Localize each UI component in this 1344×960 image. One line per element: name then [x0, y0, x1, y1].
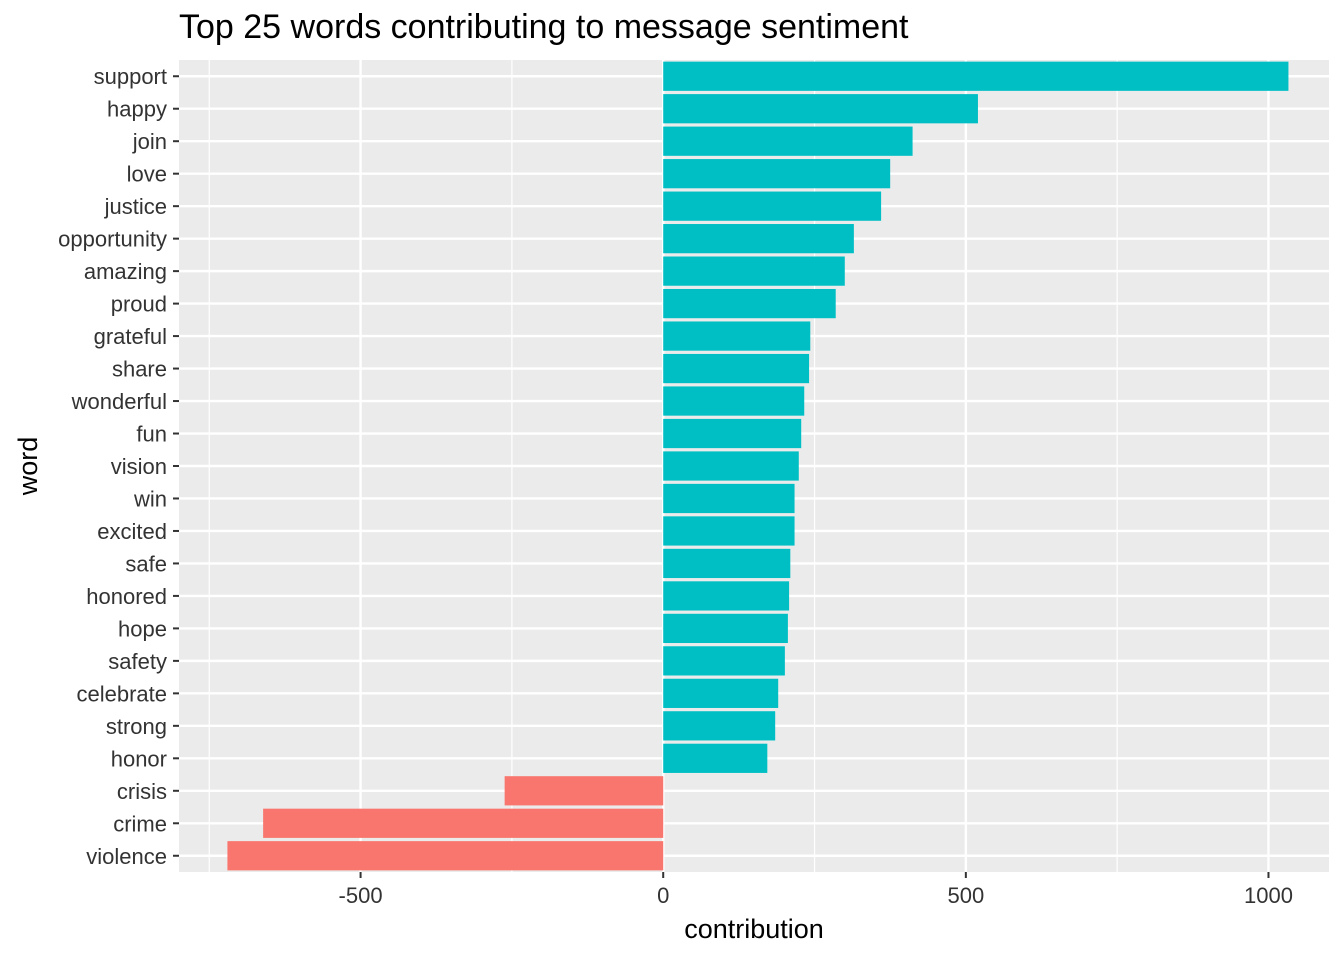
x-tick-label: -500 — [339, 883, 383, 908]
bar-love — [663, 159, 891, 189]
bars — [227, 61, 1289, 871]
y-tick-label: excited — [97, 519, 167, 544]
y-axis: support happy join love justice opportunity am… — [58, 64, 179, 869]
y-tick-label: opportunity — [58, 227, 167, 252]
chart-title: Top 25 words contributing to message sen… — [179, 8, 909, 46]
y-tick-label: share — [112, 357, 167, 382]
x-axis: -500 0 500 1000 — [339, 872, 1293, 908]
bar-crime — [263, 808, 664, 838]
bar-happy — [663, 94, 978, 124]
bar-honor — [663, 743, 768, 773]
y-tick-label: vision — [111, 454, 167, 479]
y-tick-label: honor — [111, 746, 167, 771]
bar-crisis — [504, 776, 664, 806]
bar-hope — [663, 613, 788, 644]
y-tick-label: wonderful — [71, 389, 167, 414]
y-tick-label: crime — [113, 811, 167, 836]
x-tick-label: 500 — [947, 883, 984, 908]
bar-opportunity — [663, 224, 854, 254]
bar-celebrate — [663, 678, 779, 708]
bar-share — [663, 353, 810, 384]
bar-fun — [663, 418, 802, 449]
y-tick-label: justice — [104, 194, 167, 219]
y-tick-label: fun — [136, 422, 167, 447]
y-tick-label: safety — [108, 649, 167, 674]
bar-wonderful — [663, 386, 805, 416]
bar-strong — [663, 711, 776, 741]
bar-safety — [663, 646, 785, 676]
y-tick-label: violence — [86, 844, 167, 869]
y-tick-label: safe — [125, 551, 167, 576]
bar-win — [663, 483, 795, 514]
bar-violence — [227, 841, 664, 871]
bar-vision — [663, 451, 799, 481]
bar-honored — [663, 581, 790, 611]
y-tick-label: strong — [106, 714, 167, 739]
x-tick-label: 0 — [657, 883, 669, 908]
bar-justice — [663, 191, 882, 221]
bar-safe — [663, 548, 791, 579]
bar-amazing — [663, 256, 845, 286]
y-tick-label: win — [133, 486, 167, 511]
y-tick-label: proud — [111, 292, 167, 317]
y-tick-label: amazing — [84, 259, 167, 284]
bar-proud — [663, 288, 836, 319]
y-tick-label: join — [132, 129, 167, 154]
y-tick-label: love — [127, 162, 167, 187]
bar-grateful — [663, 321, 811, 351]
x-tick-label: 1000 — [1244, 883, 1293, 908]
y-tick-label: hope — [118, 616, 167, 641]
x-axis-title: contribution — [684, 914, 824, 944]
y-tick-label: happy — [107, 97, 167, 122]
bar-excited — [663, 516, 795, 546]
y-tick-label: crisis — [117, 779, 167, 804]
y-tick-label: support — [94, 64, 167, 89]
bar-join — [663, 126, 913, 156]
y-tick-label: honored — [86, 584, 167, 609]
y-tick-label: grateful — [94, 324, 167, 349]
y-tick-label: celebrate — [76, 681, 167, 706]
y-axis-title: word — [13, 437, 43, 497]
bar-support — [663, 61, 1289, 91]
